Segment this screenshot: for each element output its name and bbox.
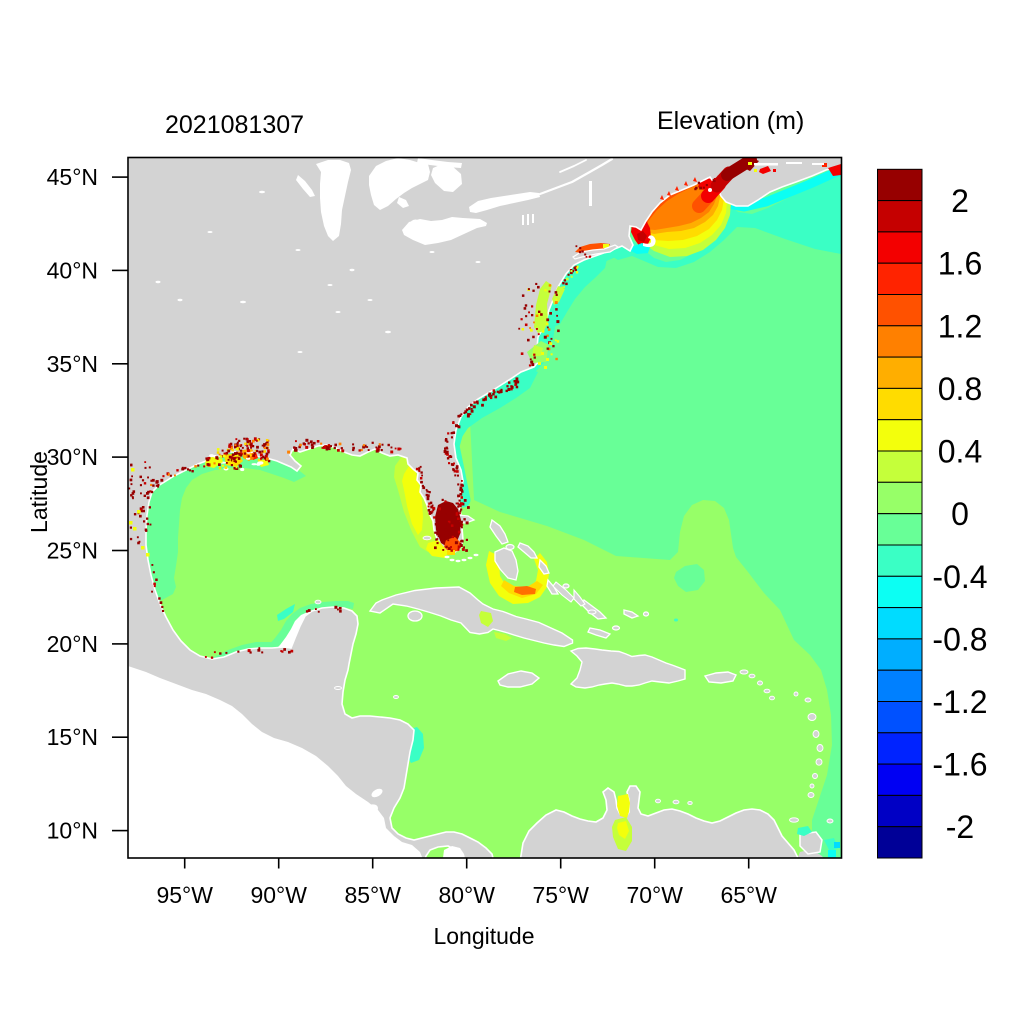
svg-text:0: 0 [951,496,969,532]
svg-text:25°N: 25°N [47,538,98,564]
svg-text:2021081307: 2021081307 [165,111,304,139]
svg-text:1.6: 1.6 [938,246,982,282]
svg-text:70°W: 70°W [626,882,683,908]
svg-text:0.8: 0.8 [938,371,982,407]
svg-text:20°N: 20°N [47,631,98,657]
svg-text:-1.2: -1.2 [932,684,987,720]
svg-text:-2: -2 [946,809,974,845]
svg-text:35°N: 35°N [47,351,98,377]
svg-text:Elevation (m): Elevation (m) [657,107,804,135]
svg-text:40°N: 40°N [47,257,98,283]
svg-text:Longitude: Longitude [433,923,534,949]
svg-text:95°W: 95°W [156,882,213,908]
svg-text:80°W: 80°W [438,882,495,908]
svg-text:1.2: 1.2 [938,308,982,344]
svg-text:75°W: 75°W [532,882,589,908]
svg-text:10°N: 10°N [47,818,98,844]
svg-text:Latitude: Latitude [26,451,52,533]
svg-text:65°W: 65°W [720,882,777,908]
svg-text:90°W: 90°W [250,882,307,908]
svg-text:0.4: 0.4 [938,434,982,470]
svg-text:-0.8: -0.8 [932,621,987,657]
svg-text:-1.6: -1.6 [932,747,987,783]
svg-text:30°N: 30°N [47,444,98,470]
svg-text:-0.4: -0.4 [932,559,987,595]
svg-text:15°N: 15°N [47,724,98,750]
svg-text:45°N: 45°N [47,164,98,190]
svg-text:2: 2 [951,183,969,219]
svg-text:85°W: 85°W [344,882,401,908]
